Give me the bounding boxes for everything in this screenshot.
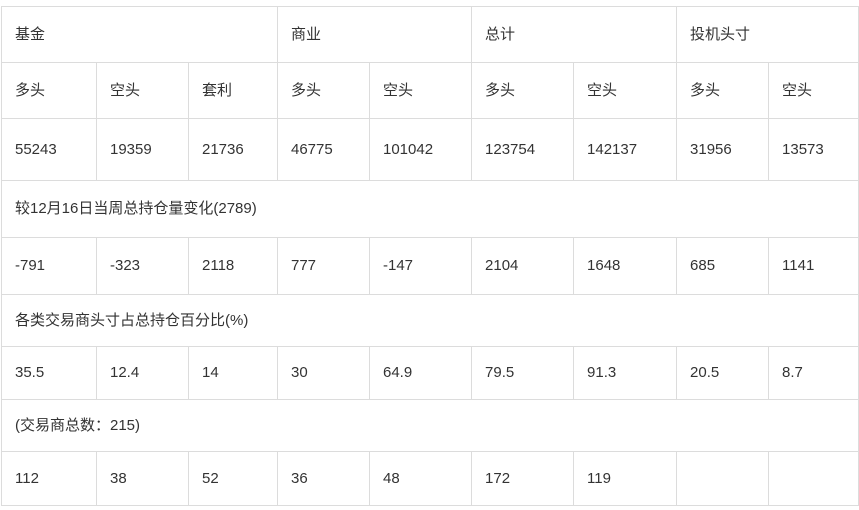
percent-row: 35.5 12.4 14 30 64.9 79.5 91.3 20.5 8.7 [1, 346, 859, 400]
cell-percent-2: 14 [188, 346, 278, 400]
cell-traders-5: 172 [471, 451, 575, 506]
cell-change-4: -147 [368, 237, 473, 295]
cell-positions-7: 31956 [676, 118, 770, 181]
cell-percent-5: 79.5 [471, 346, 575, 400]
sub-header-fund-spread: 套利 [188, 62, 278, 119]
cell-change-8: 1141 [768, 237, 859, 295]
sub-header-fund-short: 空头 [96, 62, 189, 119]
group-header-row: 基金 商业 总计 投机头寸 [1, 6, 859, 63]
sub-header-total-short: 空头 [573, 62, 678, 119]
group-header-speculative: 投机头寸 [676, 6, 859, 63]
cell-traders-4: 48 [368, 451, 473, 506]
cell-traders-1: 38 [96, 451, 189, 506]
cell-traders-6: 119 [573, 451, 678, 506]
section-title-traders: (交易商总数：215) [0, 399, 859, 452]
sub-header-fund-long: 多头 [1, 62, 97, 119]
cell-change-6: 1648 [573, 237, 678, 295]
section-change-row: 较12月16日当周总持仓量变化(2789) [0, 180, 859, 238]
change-row: -791 -323 2118 777 -147 2104 1648 685 11… [1, 237, 859, 295]
cell-positions-1: 19359 [96, 118, 189, 181]
cell-positions-6: 142137 [573, 118, 678, 181]
sub-header-total-long: 多头 [471, 62, 575, 119]
sub-header-commercial-short: 空头 [368, 62, 473, 119]
cell-percent-3: 30 [277, 346, 370, 400]
sub-header-row: 多头 空头 套利 多头 空头 多头 空头 多头 空头 [1, 62, 859, 119]
cell-positions-4: 101042 [368, 118, 473, 181]
section-title-change: 较12月16日当周总持仓量变化(2789) [0, 180, 859, 238]
sub-header-commercial-long: 多头 [277, 62, 370, 119]
cell-change-7: 685 [676, 237, 770, 295]
cell-traders-3: 36 [277, 451, 370, 506]
cell-change-2: 2118 [188, 237, 278, 295]
cell-change-5: 2104 [471, 237, 575, 295]
cell-percent-0: 35.5 [1, 346, 97, 400]
cftc-positions-table: 基金 商业 总计 投机头寸 多头 空头 套利 多头 空头 多头 空头 多头 空头… [0, 6, 859, 506]
cell-positions-3: 46775 [277, 118, 370, 181]
cell-positions-0: 55243 [1, 118, 97, 181]
group-header-total: 总计 [471, 6, 678, 63]
cell-percent-7: 20.5 [676, 346, 770, 400]
cell-percent-1: 12.4 [96, 346, 189, 400]
sub-header-spec-long: 多头 [676, 62, 770, 119]
cell-percent-8: 8.7 [768, 346, 859, 400]
cell-positions-8: 13573 [768, 118, 859, 181]
cell-traders-2: 52 [188, 451, 278, 506]
cell-positions-2: 21736 [188, 118, 278, 181]
cell-percent-6: 91.3 [573, 346, 678, 400]
cell-traders-8 [768, 451, 859, 506]
section-title-percent: 各类交易商头寸占总持仓百分比(%) [0, 294, 859, 347]
cell-change-3: 777 [277, 237, 370, 295]
sub-header-spec-short: 空头 [768, 62, 859, 119]
cell-traders-0: 112 [1, 451, 97, 506]
positions-row: 55243 19359 21736 46775 101042 123754 14… [1, 118, 859, 181]
group-header-fund: 基金 [1, 6, 278, 63]
cell-change-0: -791 [1, 237, 97, 295]
cell-percent-4: 64.9 [368, 346, 473, 400]
section-traders-row: (交易商总数：215) [0, 399, 859, 452]
traders-row: 112 38 52 36 48 172 119 [1, 451, 859, 506]
cell-change-1: -323 [96, 237, 189, 295]
section-percent-row: 各类交易商头寸占总持仓百分比(%) [0, 294, 859, 347]
cell-positions-5: 123754 [471, 118, 575, 181]
group-header-commercial: 商业 [276, 6, 473, 63]
cell-traders-7 [676, 451, 770, 506]
